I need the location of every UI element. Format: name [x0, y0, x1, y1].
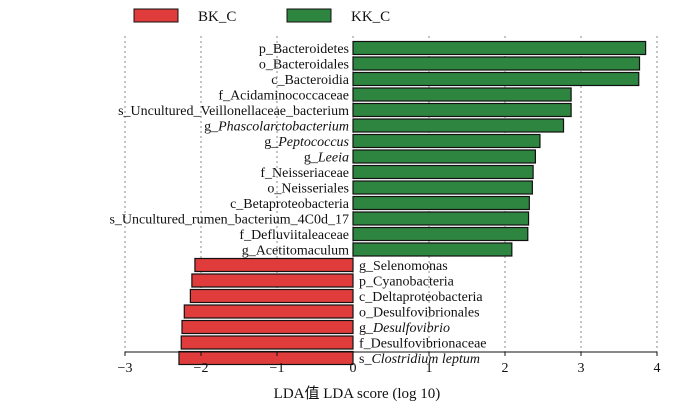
bar-label: s_Clostridium leptum: [359, 352, 480, 367]
bar: [352, 102, 572, 118]
bar: [352, 226, 529, 242]
bar-label: c_Deltaproteobacteria: [359, 290, 483, 305]
bar-label: g_Leeia: [304, 151, 349, 166]
bar: [189, 288, 354, 304]
x-tick-label: −2: [194, 361, 209, 376]
x-tick-label: 4: [654, 361, 661, 376]
bar-label: o_Bacteroidales: [259, 58, 349, 73]
bar-label: g_Desulfovibrio: [359, 321, 450, 336]
bar-label: o_Neisseriales: [267, 182, 349, 197]
legend-label: KK_C: [351, 9, 390, 25]
bar: [352, 149, 536, 164]
x-tick-label: −3: [118, 361, 133, 376]
legend: BK_C KK_C: [133, 8, 390, 25]
bar: [183, 304, 354, 319]
bar: [194, 257, 354, 273]
bars-group: [178, 40, 647, 366]
bar-label: f_Defluviitaleaceae: [239, 228, 349, 243]
bar: [352, 56, 641, 71]
x-tick-label: 1: [426, 361, 433, 376]
bar-label: g_Peptococcus: [264, 135, 349, 150]
x-tick-label: 2: [502, 361, 509, 376]
bar: [352, 87, 572, 102]
x-axis-title: LDA值 LDA score (log 10): [274, 385, 441, 402]
x-axis: −3 −2 −1 0 1 2 3 4: [118, 351, 661, 376]
bar-label: c_Betaproteobacteria: [230, 197, 350, 212]
bar: [352, 133, 541, 149]
bar-labels-group: p_Bacteroideteso_Bacteroidalesc_Bacteroi…: [109, 42, 486, 367]
bar-label: g_Acetitomaculum: [242, 244, 349, 259]
bar: [352, 164, 534, 180]
bar: [352, 211, 530, 226]
x-tick-label: 0: [350, 361, 357, 376]
x-tick-label: 3: [578, 361, 585, 376]
bar-label: s_Uncultured_Veillonellaceae_bacterium: [118, 104, 349, 119]
bar-label: f_Acidaminococcaceae: [218, 89, 349, 104]
bar-label: g_Selenomonas: [359, 259, 448, 274]
bar: [191, 273, 354, 288]
bar-label: f_Desulfovibrionaceae: [359, 337, 487, 352]
legend-swatch: [133, 8, 179, 23]
bar: [352, 40, 647, 56]
bar-label: f_Neisseriaceae: [260, 166, 349, 181]
bar-label: g_Phascolarctobacterium: [204, 120, 349, 135]
bar-label: c_Bacteroidia: [271, 73, 350, 88]
bar-label: s_Uncultured_rumen_bacterium_4C0d_17: [109, 213, 349, 228]
bar-label: p_Cyanobacteria: [359, 275, 455, 290]
bar: [352, 180, 533, 195]
x-tick-label: −1: [270, 361, 285, 376]
bar: [181, 319, 354, 335]
bar: [352, 195, 530, 211]
bar-label: p_Bacteroidetes: [259, 42, 349, 57]
bar-label: o_Desulfovibrionales: [359, 306, 480, 321]
bar: [180, 335, 354, 350]
bar: [352, 242, 513, 257]
legend-label: BK_C: [198, 9, 236, 25]
bar: [352, 118, 565, 133]
legend-swatch: [286, 8, 332, 23]
bar: [352, 71, 640, 87]
